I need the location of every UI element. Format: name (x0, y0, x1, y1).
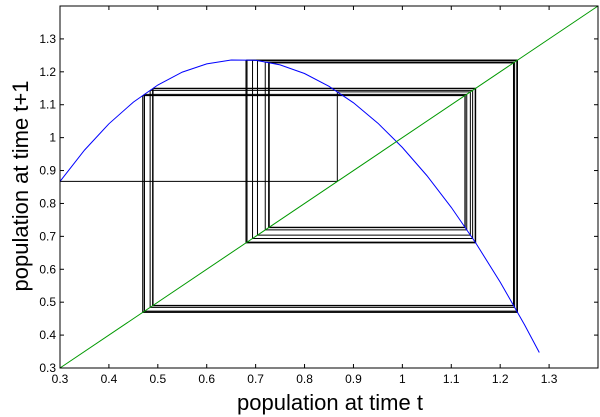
x-tick-label: 1.3 (541, 372, 558, 386)
y-axis: 0.3 0.4 0.5 0.6 0.7 0.8 0.9 1 1.1 1.2 1.3 (39, 32, 598, 375)
x-tick-label: 1.1 (443, 372, 460, 386)
y-tick-label: 0.6 (39, 262, 56, 276)
y-axis-label: population at time t+1 (8, 81, 33, 292)
x-tick-label: 1.2 (492, 372, 509, 386)
y-tick-label: 1.2 (39, 65, 56, 79)
cobweb-trajectory (59, 59, 518, 368)
x-tick-label: 0.7 (247, 372, 264, 386)
x-tick-label: 0.5 (149, 372, 166, 386)
y-tick-label: 0.8 (39, 196, 56, 210)
plot-frame (59, 5, 599, 369)
x-tick-label: 0.9 (345, 372, 362, 386)
y-tick-label: 1 (49, 131, 56, 145)
y-tick-label: 0.5 (39, 295, 56, 309)
x-axis: 0.3 0.4 0.5 0.6 0.7 0.8 0.9 1 1.1 1.2 1.3 (52, 6, 558, 386)
plot-area (59, 5, 599, 369)
y-tick-label: 0.4 (39, 328, 56, 342)
y-tick-label: 0.9 (39, 164, 56, 178)
x-tick-label: 0.8 (296, 372, 313, 386)
x-tick-label: 0.3 (52, 372, 69, 386)
identity-line (59, 5, 599, 369)
y-tick-label: 1.3 (39, 32, 56, 46)
x-tick-label: 0.6 (198, 372, 215, 386)
map-curve-line (59, 59, 540, 353)
x-axis-label: population at time t (237, 390, 423, 415)
y-tick-label: 0.3 (39, 361, 56, 375)
x-tick-label: 1 (399, 372, 406, 386)
y-tick-label: 0.7 (39, 229, 56, 243)
y-tick-label: 1.1 (39, 98, 56, 112)
identity-line-series (59, 5, 599, 369)
map-curve-series (59, 59, 540, 353)
x-tick-label: 0.4 (101, 372, 118, 386)
